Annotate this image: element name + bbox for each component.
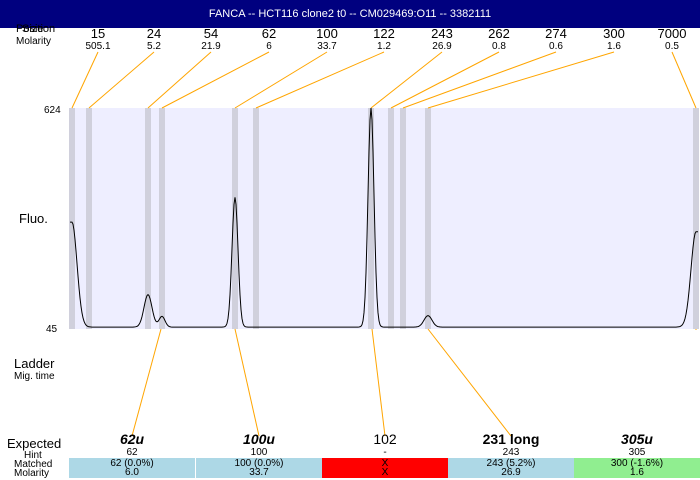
ladder-size-274: 274 <box>545 26 567 41</box>
ladder-marker-7000 <box>693 108 699 329</box>
band-matched: 300 (-1.6%) <box>610 458 664 469</box>
ladder-marker-15 <box>69 108 75 329</box>
band-match-cell: 62 (0.0%) 6.0 <box>69 458 195 478</box>
ladder-connector-122 <box>255 51 385 109</box>
ladder-size-62: 62 <box>261 26 277 41</box>
size-row-label-2: Size <box>22 23 44 35</box>
ladder-marker-122 <box>253 108 259 329</box>
band-hint: 100 <box>250 447 268 458</box>
band-matched: 62 (0.0%) <box>110 458 154 469</box>
band-connector-2 <box>234 328 260 437</box>
band-1: 62u 62 <box>69 430 195 460</box>
ladder-size-243: 243 <box>431 26 453 41</box>
band-match-cell: 300 (-1.6%) 1.6 <box>574 458 700 478</box>
ladder-connector-62 <box>161 51 270 109</box>
band-molarity: 1.6 <box>630 467 644 478</box>
size-row-label: Position <box>16 23 56 35</box>
band-hint: 62 <box>126 447 138 458</box>
band-molarity: X <box>381 467 389 478</box>
band-molarity: 26.9 <box>501 467 521 478</box>
ladder-marker-300 <box>425 108 431 329</box>
band-expected: 62u <box>119 431 145 447</box>
ladder-size-15: 15 <box>90 26 106 41</box>
ladder-size-24: 24 <box>146 26 162 41</box>
ladder-size-100: 100 <box>316 26 338 41</box>
ladder-connector-243 <box>370 51 443 109</box>
ladder-molarity-300: 1.6 <box>607 41 621 52</box>
molarity-bottom-label: Molarity <box>14 468 50 479</box>
ladder-molarity-62: 6 <box>266 41 272 52</box>
ladder-molarity-24: 5.2 <box>147 41 161 52</box>
molarity-row-label: Molarity <box>16 36 52 47</box>
ladder-marker-274 <box>400 108 406 329</box>
ladder-marker-24 <box>86 108 92 329</box>
ladder-molarity-15: 505.1 <box>85 41 111 52</box>
ladder-molarity-54: 21.9 <box>201 41 221 52</box>
band-expected: 100u <box>243 431 275 447</box>
matched-row-label: Matched <box>14 459 53 470</box>
band-5: 305u 305 <box>574 430 700 460</box>
ladder-connector-100 <box>234 51 328 109</box>
ladder-connector-7000 <box>671 51 697 109</box>
band-connector-3 <box>371 328 386 437</box>
band-2: 100u 100 <box>196 430 322 460</box>
band-connector-4 <box>427 328 512 437</box>
mig-time-label: Mig. time <box>14 371 55 382</box>
ladder-molarity-122: 1.2 <box>377 41 391 52</box>
ladder-molarity-7000: 0.5 <box>665 41 679 52</box>
ladder-molarity-262: 0.8 <box>492 41 506 52</box>
ladder-connector-274 <box>402 51 557 109</box>
ladder-size-7000: 7000 <box>657 26 687 41</box>
axis-bottom-label: 45 <box>46 324 58 335</box>
plot-background <box>70 108 698 329</box>
fluo-axis-label: Fluo. <box>19 211 48 226</box>
ladder-connector-262 <box>390 51 500 109</box>
band-expected: 305u <box>621 431 653 447</box>
ladder-marker-100 <box>232 108 238 329</box>
ladder-marker-262 <box>388 108 394 329</box>
band-molarity: 6.0 <box>125 467 139 478</box>
chart-title: FANCA -- HCT116 clone2 t0 -- CM029469:O1… <box>0 0 700 28</box>
expected-row-label: Expected <box>7 436 62 451</box>
band-expected: 102 <box>373 431 397 447</box>
ladder-size-300: 300 <box>603 26 625 41</box>
hint-row-label: Hint <box>24 450 42 461</box>
band-expected: 231 long <box>482 431 540 447</box>
ladder-connector-300 <box>427 51 615 109</box>
ladder-size-54: 54 <box>203 26 219 41</box>
band-matched: 100 (0.0%) <box>234 458 284 469</box>
band-matched: 243 (5.2%) <box>486 458 536 469</box>
band-hint: - <box>383 447 387 458</box>
ladder-connector-15 <box>71 51 99 109</box>
band-molarity: 33.7 <box>249 467 269 478</box>
axis-top-label: 624 <box>44 105 61 116</box>
ladder-size-122: 122 <box>373 26 395 41</box>
ladder-marker-62 <box>159 108 165 329</box>
band-connector-1 <box>131 328 162 437</box>
band-match-cell: 100 (0.0%) 33.7 <box>196 458 322 478</box>
ladder-row-label: Ladder <box>14 356 55 371</box>
fluorescence-trace <box>70 107 698 328</box>
ladder-marker-243 <box>368 108 374 329</box>
ladder-connector-24 <box>88 51 155 109</box>
ladder-size-262: 262 <box>488 26 510 41</box>
ladder-molarity-243: 26.9 <box>432 41 452 52</box>
ladder-molarity-274: 0.6 <box>549 41 563 52</box>
band-matched: X <box>381 458 389 469</box>
band-4: 231 long 243 <box>448 430 574 460</box>
band-match-cell: 243 (5.2%) 26.9 <box>448 458 574 478</box>
band-hint: 243 <box>502 447 520 458</box>
ladder-marker-54 <box>145 108 151 329</box>
ladder-molarity-100: 33.7 <box>317 41 337 52</box>
band-3: 102- <box>322 430 448 460</box>
band-hint: 305 <box>628 447 646 458</box>
ladder-connector-54 <box>147 51 212 109</box>
